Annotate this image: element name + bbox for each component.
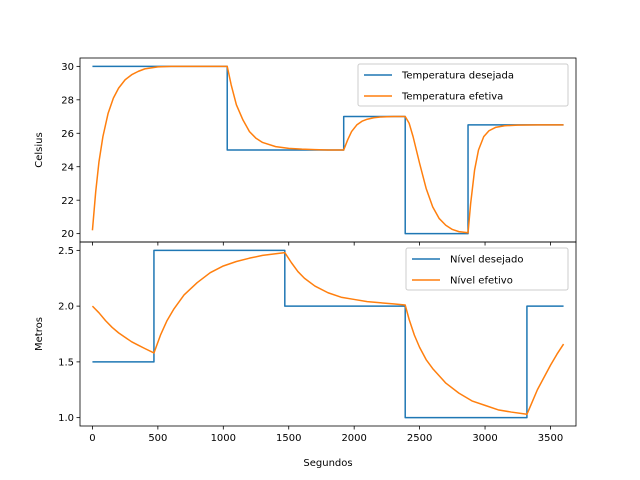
level-y-tick-label: 2.0 (58, 302, 74, 313)
level-legend-label-desired: Nível desejado (450, 254, 524, 266)
level-x-tick-label: 0 (89, 433, 95, 444)
temperature-subplot: 20 22 24 26 28 30 Celsius Temperatura desejad… (34, 57, 577, 246)
level-y-tick-label: 1.5 (58, 357, 74, 368)
level-y-tick-label: 1.0 (58, 413, 74, 424)
temperature-legend-box (357, 63, 569, 107)
temperature-legend-label-actual: Temperatura efetiva (401, 92, 503, 103)
temperature-y-ticks: 20 22 24 26 28 30 (61, 62, 80, 240)
level-x-tick-label: 3500 (538, 433, 563, 444)
level-x-tick-label: 2500 (407, 433, 432, 444)
level-legend-label-actual: Nível efetivo (450, 275, 513, 287)
level-x-tick-label: 500 (148, 433, 167, 444)
temperature-y-tick-label: 26 (61, 129, 74, 140)
temperature-y-tick-label: 24 (61, 162, 74, 173)
level-x-tick-label: 1500 (276, 433, 301, 444)
level-series-actual-line (91, 251, 565, 416)
level-legend-box (405, 247, 569, 291)
level-subplot: 0 500 1000 1500 2000 2500 3000 3500 1.0 1.5 2.0 2.… (34, 241, 577, 469)
level-y-tick-label: 2.5 (58, 246, 74, 257)
temperature-legend: Temperatura desejada Temperatura efetiva (357, 63, 569, 107)
level-series-desired-line (92, 249, 564, 419)
level-x-axis-label: Segundos (303, 458, 352, 469)
temperature-series-layer (91, 65, 564, 235)
level-x-tick-label: 1000 (211, 433, 236, 444)
level-legend: Nível desejado Nível efetivo (405, 247, 569, 291)
temperature-series-actual-line (91, 65, 564, 234)
temperature-legend-label-desired: Temperatura desejada (401, 71, 514, 82)
temperature-series-desired-line (92, 65, 564, 235)
temperature-y-tick-label: 22 (61, 196, 74, 207)
level-series-layer (91, 249, 565, 419)
temperature-x-ticks (92, 242, 551, 246)
level-y-ticks: 1.0 1.5 2.0 2.5 (58, 246, 80, 424)
level-x-ticks: 0 500 1000 1500 2000 2500 3000 3500 (89, 426, 563, 444)
temperature-y-tick-label: 20 (61, 229, 74, 240)
level-y-axis-label: Metros (34, 317, 45, 351)
level-axes-frame (79, 241, 577, 427)
temperature-y-tick-label: 28 (61, 95, 74, 106)
temperature-y-axis-label: Celsius (34, 132, 45, 167)
level-x-tick-label: 2000 (341, 433, 366, 444)
level-x-tick-label: 3000 (472, 433, 497, 444)
temperature-y-tick-label: 30 (61, 62, 74, 73)
